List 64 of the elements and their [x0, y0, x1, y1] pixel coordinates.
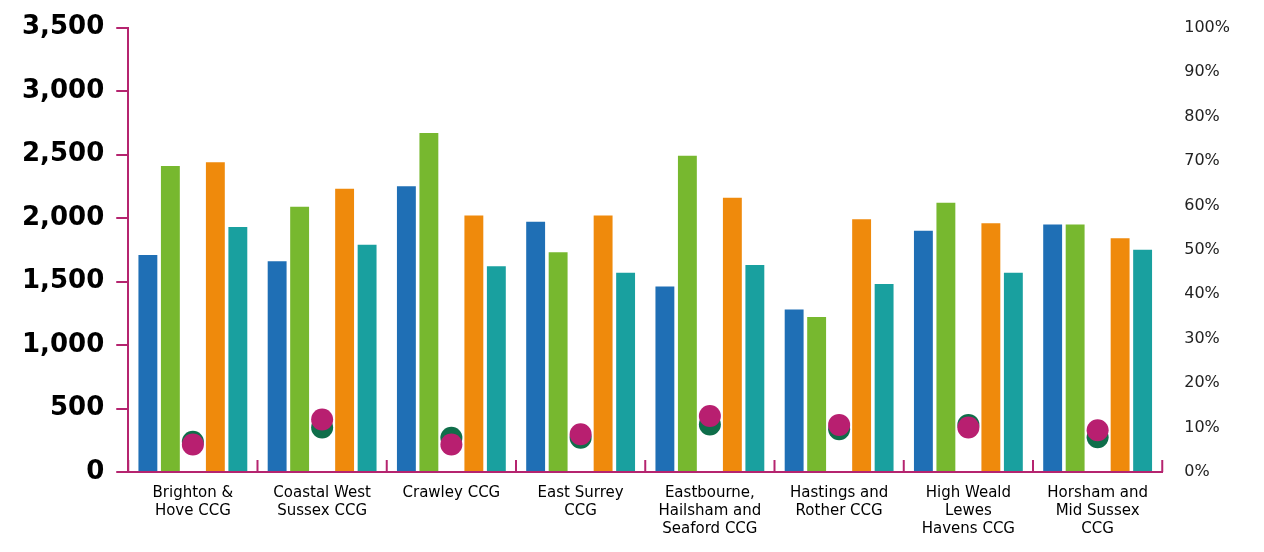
bar: [486, 266, 506, 471]
y2-tick-label: 10%: [1184, 416, 1220, 436]
bar: [784, 309, 804, 471]
y2-tick-label: 60%: [1184, 194, 1220, 214]
y-tick-label: 1,000: [21, 327, 105, 358]
x-tick-label: Hastings and Rother CCG: [790, 482, 889, 519]
x-tick-label: Horsham and Mid Sussex CCG: [1047, 482, 1149, 537]
bar: [593, 215, 613, 471]
x-tick-label: Crawley CCG: [402, 482, 501, 501]
bar: [548, 252, 568, 471]
bar: [616, 272, 636, 471]
bar: [1003, 272, 1023, 471]
bar: [357, 244, 377, 471]
bar: [335, 188, 355, 471]
y2-tick-label: 100%: [1184, 16, 1231, 36]
bar: [852, 219, 872, 471]
bar: [290, 206, 310, 471]
bar: [1043, 224, 1063, 471]
bar: [874, 284, 894, 471]
y-tick-label: 0: [86, 454, 105, 485]
bar: [228, 226, 248, 471]
point: [1086, 419, 1109, 442]
y-tick-label: 2,500: [21, 137, 105, 168]
y2-tick-label: 30%: [1184, 327, 1220, 347]
bar: [205, 162, 225, 471]
bar: [1065, 224, 1085, 471]
y-tick-label: 2,000: [21, 200, 105, 231]
bar: [464, 215, 484, 471]
bar: [936, 202, 956, 471]
bar: [419, 132, 439, 471]
bar: [267, 261, 287, 471]
point: [828, 413, 851, 436]
bar: [526, 221, 546, 471]
bar: [396, 186, 416, 471]
bar: [807, 317, 827, 471]
bar: [655, 286, 675, 471]
x-tick-label: Brighton & Hove CCG: [152, 482, 234, 519]
bar: [913, 230, 933, 471]
point: [311, 408, 334, 431]
point: [440, 433, 463, 456]
bar: [160, 166, 180, 471]
y-tick-label: 1,500: [21, 264, 105, 295]
y2-tick-label: 50%: [1184, 238, 1220, 258]
point: [698, 405, 721, 428]
x-tick-label: Eastbourne, Hailsham and Seaford CCG: [658, 482, 762, 537]
x-tick-label: East Surrey CCG: [537, 482, 624, 519]
bar: [1133, 249, 1153, 471]
y2-tick-label: 20%: [1184, 372, 1220, 392]
y2-tick-label: 40%: [1184, 283, 1220, 303]
bar: [981, 223, 1001, 471]
bar: [138, 254, 158, 471]
bar: [722, 197, 742, 471]
y-tick-label: 3,000: [21, 73, 105, 104]
bar: [745, 265, 765, 471]
x-tick-label: High Weald Lewes Havens CCG: [921, 482, 1015, 537]
y-tick-label: 3,500: [21, 10, 105, 41]
y2-tick-label: 0%: [1184, 461, 1210, 481]
x-tick-label: Coastal West Sussex CCG: [273, 482, 372, 519]
y-tick-label: 500: [49, 391, 105, 422]
y2-tick-label: 90%: [1184, 61, 1220, 81]
bar: [1110, 238, 1130, 471]
y2-tick-label: 80%: [1184, 105, 1220, 125]
y2-tick-label: 70%: [1184, 150, 1220, 170]
bar: [677, 155, 697, 471]
